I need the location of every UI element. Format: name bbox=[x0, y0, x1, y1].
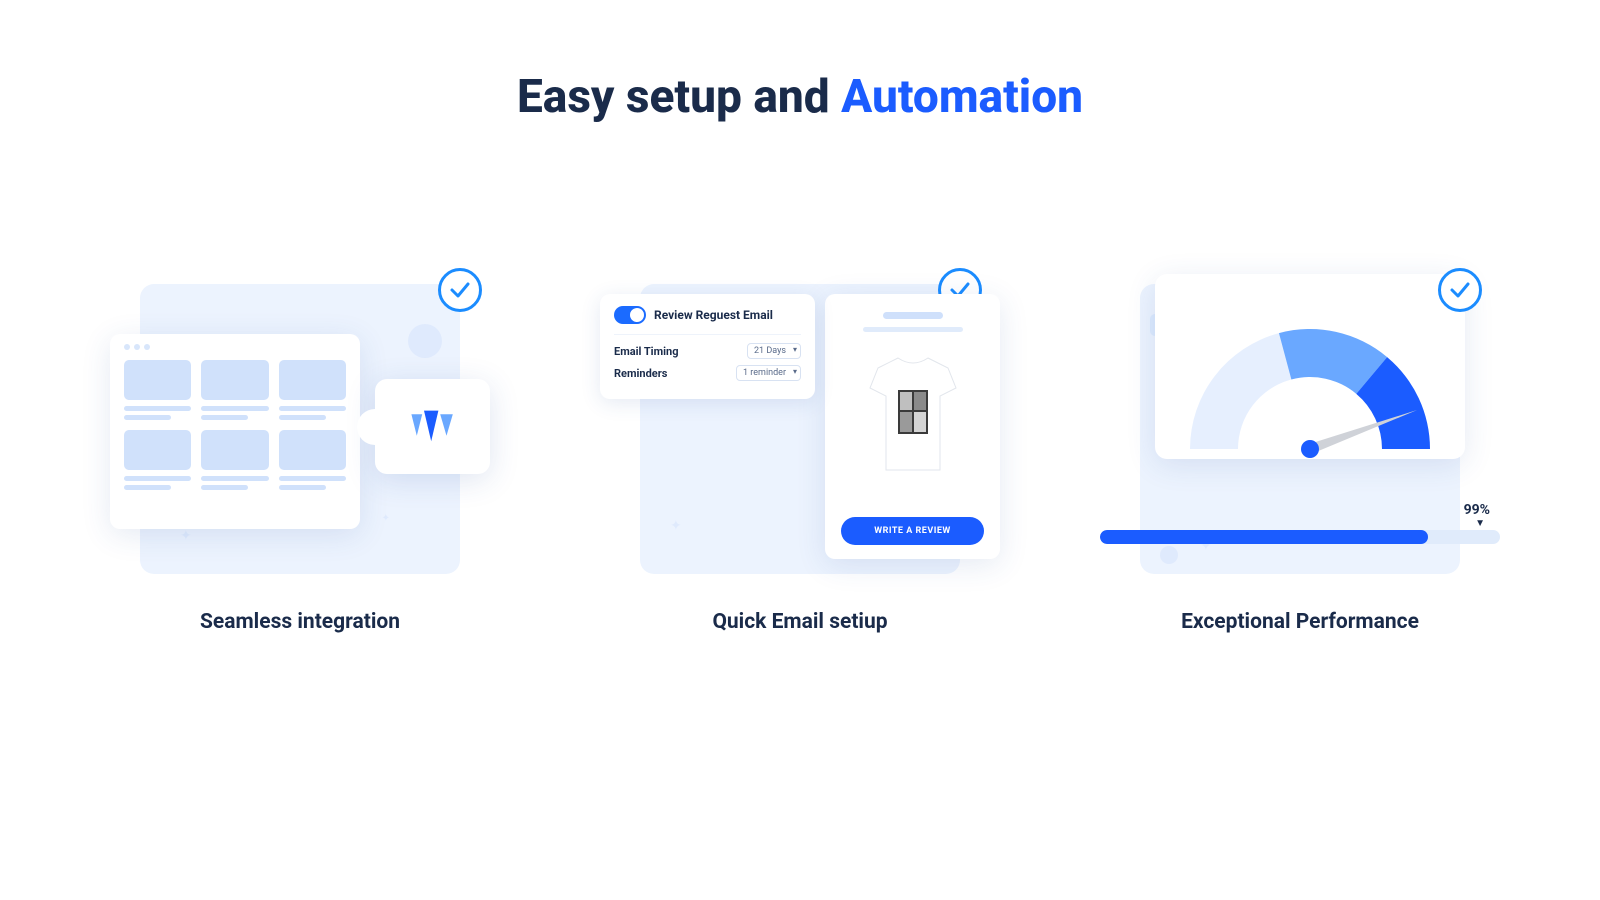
review-email-toggle[interactable] bbox=[614, 306, 646, 324]
card-integration: ✦ ✦ bbox=[110, 274, 490, 634]
product-image-icon bbox=[858, 350, 968, 480]
card-caption: Exceptional Performance bbox=[1181, 610, 1419, 634]
heading-plain: Easy setup and bbox=[517, 70, 841, 124]
cards-row: ✦ ✦ bbox=[110, 274, 1490, 634]
grid-cell bbox=[201, 360, 268, 420]
toggle-label: Review Reguest Email bbox=[654, 308, 773, 322]
browser-mockup bbox=[110, 334, 360, 529]
card-email: ✦ WRITE A R bbox=[610, 274, 990, 634]
check-badge-icon bbox=[1438, 268, 1482, 312]
deco-star-icon: ✦ bbox=[382, 513, 390, 524]
gauge-card bbox=[1155, 274, 1465, 459]
setting-label: Reminders bbox=[614, 367, 667, 380]
settings-row: Reminders 1 reminder bbox=[614, 365, 801, 381]
email-settings-panel: Review Reguest Email Email Timing 21 Day… bbox=[600, 294, 815, 399]
page-heading: Easy setup and Automation bbox=[517, 70, 1083, 124]
puzzle-notch-icon bbox=[357, 409, 393, 445]
plugin-card bbox=[375, 379, 490, 474]
write-review-button[interactable]: WRITE A REVIEW bbox=[841, 517, 984, 545]
heading-accent: Automation bbox=[841, 70, 1083, 124]
progress-fill bbox=[1100, 530, 1428, 544]
gauge-icon bbox=[1170, 284, 1450, 459]
infographic-page: Easy setup and Automation ✦ ✦ bbox=[0, 0, 1600, 900]
deco-circle-icon bbox=[408, 324, 442, 358]
deco-star-icon: ✦ bbox=[180, 528, 192, 544]
progress-label: 99% bbox=[1464, 502, 1490, 518]
deco-star-icon: ✦ bbox=[670, 518, 682, 534]
plugin-logo-icon bbox=[406, 405, 460, 449]
placeholder-line bbox=[883, 312, 943, 319]
progress-area: 99% ▼ bbox=[1100, 530, 1500, 544]
placeholder-line bbox=[863, 327, 963, 332]
email-preview-card: WRITE A REVIEW bbox=[825, 294, 1000, 559]
card-performance: ★ ✦ 99% ▼ bbox=[1110, 274, 1490, 634]
progress-track bbox=[1100, 530, 1500, 544]
grid-cell bbox=[279, 360, 346, 420]
check-badge-icon bbox=[438, 268, 482, 312]
grid-cell bbox=[279, 430, 346, 490]
progress-marker-icon: ▼ bbox=[1475, 518, 1485, 529]
grid-cell bbox=[124, 360, 191, 420]
email-illustration: ✦ WRITE A R bbox=[620, 274, 980, 584]
grid-cell bbox=[124, 430, 191, 490]
setting-label: Email Timing bbox=[614, 345, 679, 358]
settings-row: Email Timing 21 Days bbox=[614, 343, 801, 359]
performance-illustration: ★ ✦ 99% ▼ bbox=[1120, 274, 1480, 584]
settings-toggle-row: Review Reguest Email bbox=[614, 306, 801, 335]
integration-illustration: ✦ ✦ bbox=[120, 274, 480, 584]
browser-dots-icon bbox=[124, 344, 346, 350]
grid-cell bbox=[201, 430, 268, 490]
deco-circle-icon bbox=[1160, 546, 1178, 564]
reminders-dropdown[interactable]: 1 reminder bbox=[736, 365, 801, 381]
email-timing-dropdown[interactable]: 21 Days bbox=[747, 343, 801, 359]
card-caption: Seamless integration bbox=[200, 610, 400, 634]
card-caption: Quick Email setiup bbox=[712, 610, 887, 634]
product-grid bbox=[124, 360, 346, 490]
